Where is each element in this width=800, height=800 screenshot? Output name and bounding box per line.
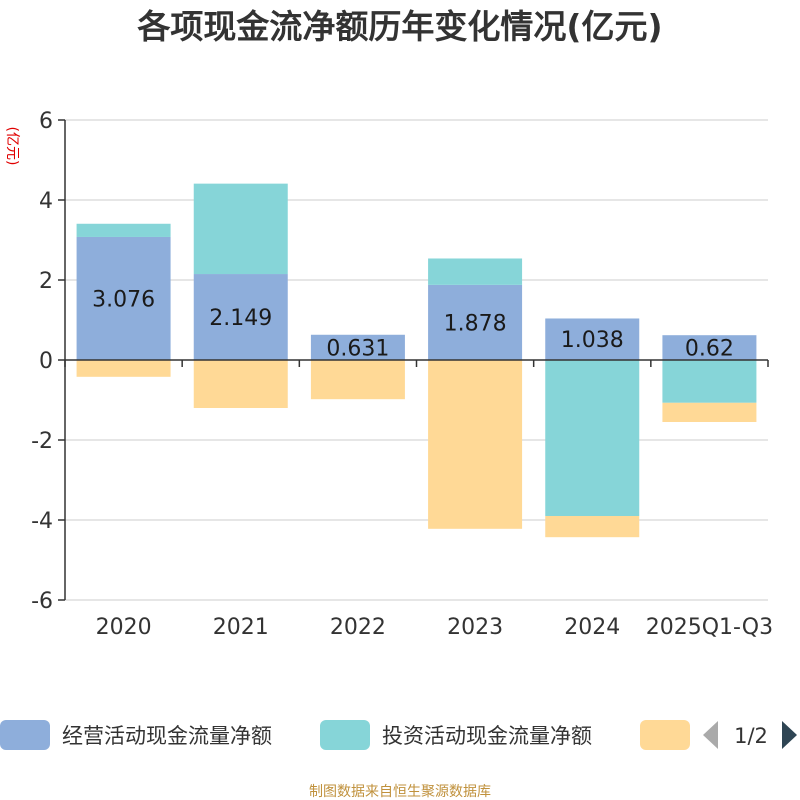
x-tick-label: 2020 [96,615,152,640]
bar-value-label: 2.149 [209,306,272,331]
x-tick-label: 2022 [330,615,386,640]
y-tick-label: -2 [31,429,53,454]
data-labels: 3.076 2.149 0.631 1.878 1.038 0.62 [92,287,734,361]
legend-swatch[interactable] [0,720,50,750]
legend-swatch[interactable] [640,720,690,750]
bar-segment[interactable] [545,318,640,360]
legend-prev-icon[interactable] [703,721,718,749]
y-tick-label: 6 [39,109,53,134]
bar-segment[interactable] [76,236,171,360]
y-tick-label: -6 [31,589,53,614]
bar-value-label: 0.62 [685,337,734,362]
bar-segment[interactable] [428,284,523,360]
bar-group [76,183,757,538]
source-note: 制图数据来自恒生聚源数据库 [309,784,491,800]
x-tick-label: 2024 [564,615,620,640]
bar-segment[interactable] [662,402,757,422]
x-tick-label: 2021 [213,615,269,640]
bar-segment[interactable] [545,516,640,538]
legend-swatch[interactable] [320,720,370,750]
axes: 6 4 2 0 -2 -4 -6 2020 2021 2022 2023 2024 2025Q1-Q3 [31,109,773,640]
chart-title: 各项现金流净额历年变化情况(亿元) [136,7,662,46]
bar-value-label: 0.631 [326,336,389,361]
y-tick-label: 2 [39,269,53,294]
bar-value-label: 1.878 [444,311,507,336]
bar-segment[interactable] [310,360,405,400]
bar-segment[interactable] [193,274,288,360]
bar-segment[interactable] [545,360,640,516]
legend: 经营活动现金流量净额 投资活动现金流量净额 1/2 [0,720,797,750]
bar-segment[interactable] [662,360,757,403]
bar-segment[interactable] [310,334,405,360]
bar-value-label: 1.038 [561,328,624,353]
y-tick-label: 4 [39,189,53,214]
legend-next-icon[interactable] [782,721,797,749]
bar-segment[interactable] [662,335,757,360]
x-tick-label: 2023 [447,615,503,640]
legend-label[interactable]: 投资活动现金流量净额 [382,724,592,748]
bar-segment[interactable] [193,183,288,275]
legend-page-indicator: 1/2 [734,724,768,748]
bar-segment[interactable] [428,360,523,529]
bar-segment[interactable] [193,360,288,408]
x-tick-label: 2025Q1-Q3 [646,615,773,640]
y-tick-label: 0 [39,349,53,374]
y-axis-unit-label: (亿元) [4,127,20,166]
bar-segment[interactable] [76,360,171,377]
legend-label[interactable]: 经营活动现金流量净额 [62,724,272,748]
bar-segment[interactable] [76,223,171,237]
bar-segment[interactable] [428,258,523,285]
bar-value-label: 3.076 [92,287,155,312]
y-tick-label: -4 [31,509,53,534]
